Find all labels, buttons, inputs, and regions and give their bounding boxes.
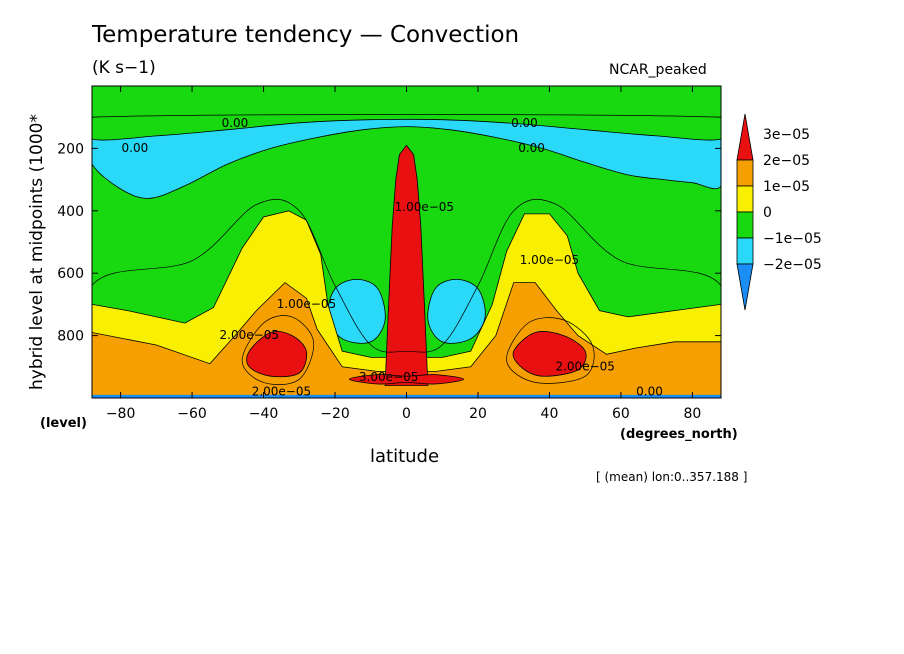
x-tick-label-2: −40	[249, 406, 279, 422]
x-axis-units: (degrees_north)	[620, 427, 738, 442]
red-surface-max	[348, 374, 465, 385]
green-band-top	[92, 114, 721, 141]
y-tick-label-1: 400	[57, 204, 84, 220]
cyan-blob-right	[427, 278, 486, 344]
contour-label-9: 3.00e−05	[359, 370, 418, 384]
x-tick-label-6: 40	[541, 406, 559, 422]
colorbar-swatch-1	[736, 159, 754, 187]
colorbar-label-0: 3e−05	[763, 127, 810, 143]
y-tick-label-2: 600	[57, 266, 84, 282]
y-tick-label-3: 800	[57, 329, 84, 345]
colorbar-label-1: 2e−05	[763, 153, 810, 169]
chart-title: Temperature tendency — Convection	[92, 22, 520, 48]
x-tick-label-7: 60	[612, 406, 630, 422]
contour-label-3: 0.00	[518, 141, 545, 155]
red-max-left	[246, 331, 308, 378]
contour-label-7: 2.00e−05	[220, 328, 279, 342]
colorbar-swatch-0	[736, 113, 754, 161]
contour-label-10: 2.00e−05	[252, 384, 311, 398]
contour-label-0: 0.00	[222, 116, 249, 130]
x-tick-label-5: 20	[469, 406, 487, 422]
colorbar-label-4: −1e−05	[763, 231, 822, 247]
contour-line-left-max	[241, 315, 315, 385]
x-tick-label-4: 0	[402, 406, 411, 422]
contour-label-1: 0.00	[511, 116, 538, 130]
contour-label-5: 1.00e−05	[520, 253, 579, 267]
x-tick-label-1: −60	[177, 406, 207, 422]
contour-label-6: 1.00e−05	[277, 297, 336, 311]
red-max-right	[512, 331, 587, 377]
colorbar-label-3: 0	[763, 205, 772, 221]
colorbar-swatch-4	[736, 237, 754, 265]
colorbar-swatch-2	[736, 185, 754, 213]
contour-line-1e05	[92, 198, 721, 398]
colorbar-label-2: 1e−05	[763, 179, 810, 195]
colorbar-label-5: −2e−05	[763, 257, 822, 273]
y-axis-units: (level)	[40, 416, 87, 431]
dataset-label: NCAR_peaked	[609, 62, 707, 78]
mean-note: [ (mean) lon:0..357.188 ]	[596, 470, 748, 484]
colorbar-swatch-3	[736, 211, 754, 239]
contour-label-4: 1.00e−05	[395, 200, 454, 214]
contour-label-8: 2.00e−05	[555, 359, 614, 373]
x-tick-label-0: −80	[106, 406, 136, 422]
contour-label-11: 0.00	[636, 384, 663, 398]
y-tick-label-0: 200	[57, 141, 84, 157]
red-equatorial-tower	[384, 144, 429, 386]
contour-label-2: 0.00	[122, 141, 149, 155]
contour-field: 0.00 0.00 0.00 0.00 1.00e−05 1.00e−05 1.00e−05…	[92, 86, 721, 398]
colorbar-swatch-5	[736, 263, 754, 311]
contour-line-right-max	[506, 317, 595, 384]
x-tick-label-3: −20	[320, 406, 350, 422]
x-tick-label-8: 80	[683, 406, 701, 422]
chart-units: (K s−1)	[92, 58, 156, 78]
x-axis-label: latitude	[370, 446, 440, 467]
